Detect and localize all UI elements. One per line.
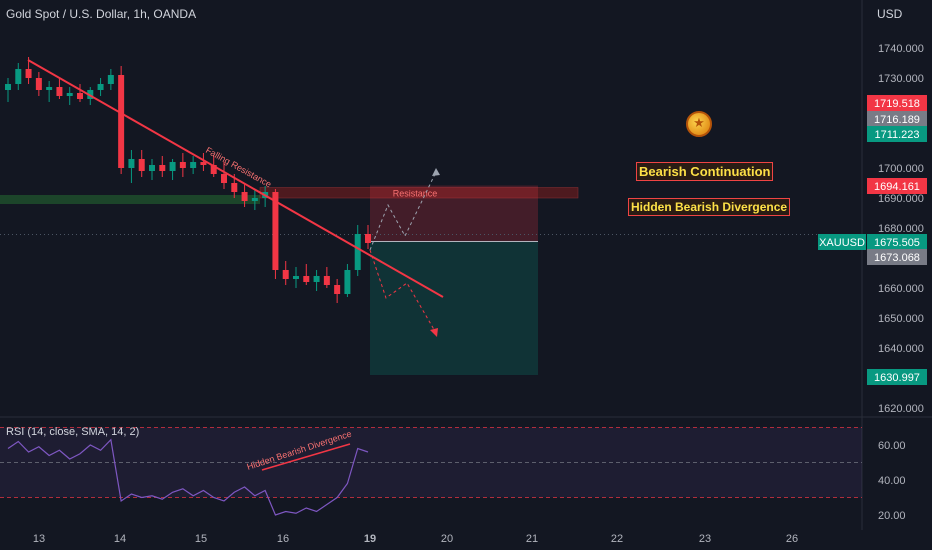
x-tick-label: 26 — [786, 533, 798, 545]
candle-body — [107, 75, 114, 84]
price-tag — [867, 126, 927, 142]
candle-body — [354, 234, 361, 270]
candle-body — [128, 159, 135, 168]
gold-coin-icon — [686, 111, 712, 137]
price-tag — [867, 178, 927, 194]
price-tag — [867, 249, 927, 265]
candle-body — [365, 234, 371, 243]
candle-body — [344, 270, 351, 294]
resistance-label: Resistance — [393, 189, 438, 199]
bullish-arrow-head — [432, 168, 440, 176]
candle-body — [118, 75, 125, 168]
candle-body — [272, 192, 279, 270]
candle-body — [231, 183, 238, 192]
candle-body — [66, 93, 73, 96]
chart-title: Gold Spot / U.S. Dollar, 1h, OANDA — [6, 7, 197, 21]
y-tick-label: 1690.000 — [878, 193, 924, 205]
candle-body — [56, 87, 63, 96]
y-tick-label: 1660.000 — [878, 283, 924, 295]
price-tag — [867, 95, 927, 111]
candle-body — [159, 165, 166, 171]
x-tick-label: 21 — [526, 533, 538, 545]
rsi-tick-label: 20.00 — [878, 510, 906, 522]
bearish-scenario-path — [369, 249, 437, 334]
candle-body — [334, 285, 341, 294]
candle-body — [221, 174, 227, 183]
price-tag — [867, 111, 927, 127]
candle-body — [46, 87, 53, 90]
price-tag-value: 1711.223 — [874, 129, 919, 141]
symbol-tag — [818, 234, 866, 250]
candle-body — [5, 84, 11, 90]
candle-body — [313, 276, 320, 282]
candle-body — [179, 162, 186, 168]
falling-resistance-line — [27, 59, 444, 298]
price-tag — [867, 369, 927, 385]
rsi-indicator-label[interactable]: RSI (14, close, SMA, 14, 2) — [6, 426, 140, 438]
candle-body — [190, 162, 197, 168]
price-tag-value: 1630.997 — [874, 372, 920, 384]
candle-body — [138, 159, 145, 171]
candle-body — [293, 276, 299, 279]
x-tick-label: 14 — [114, 533, 126, 545]
price-tag-value: 1719.518 — [874, 98, 920, 110]
y-tick-label: 1740.000 — [878, 43, 924, 55]
candle-body — [77, 93, 83, 99]
price-tag — [867, 234, 927, 250]
x-tick-label: 13 — [33, 533, 45, 545]
y-tick-label: 1700.000 — [878, 163, 924, 175]
candle-body — [210, 165, 217, 174]
x-tick-label: 16 — [277, 533, 289, 545]
rsi-line — [7, 438, 369, 516]
currency-label: USD — [877, 7, 903, 21]
hidden-divergence-label: Hidden Bearish Divergence — [628, 198, 791, 216]
candle-body — [251, 198, 258, 201]
y-tick-label: 1640.000 — [878, 343, 924, 355]
candle-body — [15, 69, 22, 84]
rsi-divergence-line — [261, 443, 351, 471]
candle-body — [25, 69, 32, 78]
price-tag-value: 1716.189 — [874, 114, 920, 126]
y-tick-label: 1680.000 — [878, 223, 924, 235]
y-tick-label: 1730.000 — [878, 73, 924, 85]
candle-body — [303, 276, 310, 282]
x-tick-label: 19 — [364, 533, 376, 545]
bullish-scenario-path — [369, 171, 437, 251]
candle-body — [35, 78, 42, 90]
candle-body — [323, 276, 330, 285]
rsi-tick-label: 60.00 — [878, 440, 906, 452]
bearish-continuation-label: Bearish Continuation — [636, 162, 774, 181]
price-tag-value: 1694.161 — [874, 181, 920, 193]
x-tick-label: 20 — [441, 533, 453, 545]
x-tick-label: 15 — [195, 533, 207, 545]
stop-loss-zone — [370, 185, 538, 242]
take-profit-zone — [370, 241, 538, 376]
y-tick-label: 1620.000 — [878, 403, 924, 415]
support-zone — [0, 195, 260, 204]
rsi-tick-label: 40.00 — [878, 475, 906, 487]
x-tick-label: 23 — [699, 533, 711, 545]
price-tag-value: 1675.505 — [874, 237, 920, 249]
price-tag-value: 1673.068 — [874, 252, 920, 264]
candle-body — [241, 192, 248, 201]
y-tick-label: 1650.000 — [878, 313, 924, 325]
candle-body — [149, 165, 155, 171]
bearish-arrow-head — [430, 328, 438, 337]
candle-body — [169, 162, 176, 171]
symbol-tag-label: XAUUSD — [819, 237, 865, 249]
x-tick-label: 22 — [611, 533, 623, 545]
candle-body — [200, 162, 207, 165]
candle-body — [282, 270, 289, 279]
candle-body — [97, 84, 104, 90]
